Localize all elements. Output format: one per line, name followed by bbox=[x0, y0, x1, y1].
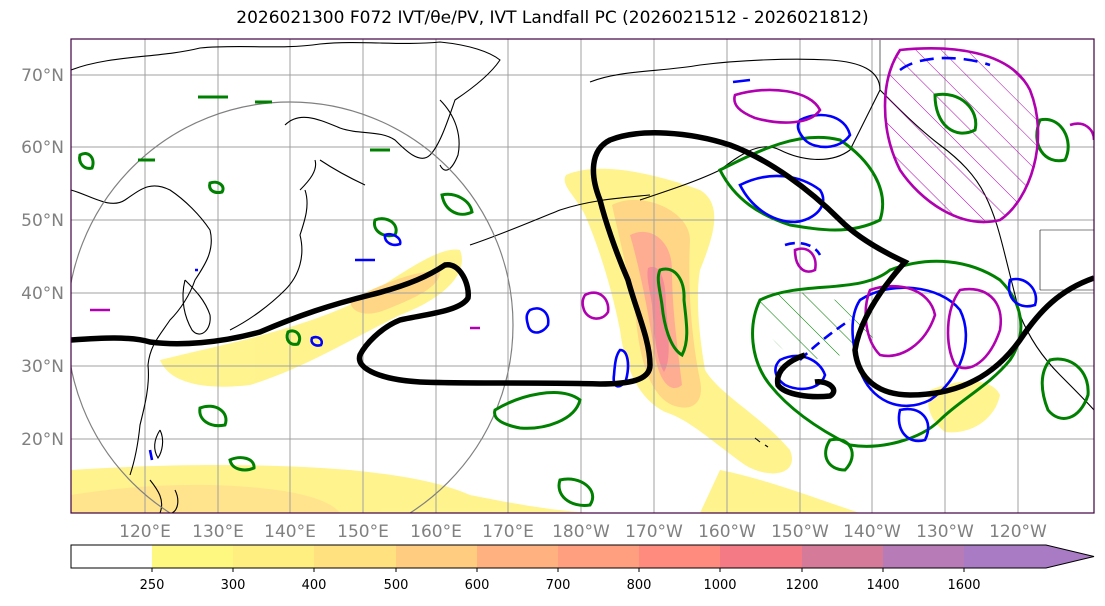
coast-korea bbox=[182, 279, 211, 335]
coast-taiwan bbox=[154, 429, 164, 460]
pv-blue-contours bbox=[148, 56, 1038, 461]
theta-e-contour bbox=[71, 130, 1094, 398]
cb-seg-4 bbox=[396, 545, 477, 568]
lat-label-60: 60°N bbox=[21, 138, 64, 158]
pc-domain-circle bbox=[71, 101, 514, 513]
cb-seg-9 bbox=[802, 545, 883, 568]
lon-label-170e: 170°E bbox=[482, 522, 534, 542]
lon-label-150w: 150°W bbox=[771, 522, 829, 542]
lon-label-160w: 160°W bbox=[698, 522, 756, 542]
cb-tick-250: 250 bbox=[140, 578, 165, 593]
coast-kamchatka bbox=[439, 99, 460, 171]
pv-hatch-east bbox=[885, 48, 1039, 222]
cb-tick-1600: 1600 bbox=[947, 578, 980, 593]
lat-label-50: 50°N bbox=[21, 211, 64, 231]
lon-label-120e: 120°E bbox=[119, 522, 171, 542]
ivt-band-southeast bbox=[700, 470, 860, 513]
lon-label-120w: 120°W bbox=[989, 522, 1047, 542]
lat-label-40: 40°N bbox=[21, 284, 64, 304]
cb-tick-1400: 1400 bbox=[866, 578, 899, 593]
lon-label-130w: 130°W bbox=[916, 522, 974, 542]
lon-label-180w: 180°W bbox=[552, 522, 610, 542]
lon-label-160e: 160°E bbox=[410, 522, 462, 542]
coast-asia-mainland bbox=[71, 185, 212, 476]
coast-kuril bbox=[319, 159, 366, 186]
cb-seg-10 bbox=[883, 545, 964, 568]
coast-asia-north bbox=[71, 41, 501, 159]
cb-seg-2 bbox=[233, 545, 314, 568]
map-title: 2026021300 F072 IVT/θe/PV, IVT Landfall … bbox=[236, 8, 869, 28]
lat-labels: 70°N 60°N 50°N 40°N 30°N 20°N bbox=[21, 66, 64, 450]
lon-label-130e: 130°E bbox=[192, 522, 244, 542]
cb-tick-400: 400 bbox=[302, 578, 327, 593]
theta-e-contour-tail bbox=[774, 352, 837, 400]
border-canada-us bbox=[879, 40, 1094, 291]
cb-seg-11 bbox=[964, 545, 1046, 568]
cb-outline bbox=[70, 544, 1095, 569]
pv-magenta-contours bbox=[90, 47, 1094, 370]
cb-seg-5 bbox=[477, 545, 558, 568]
coast-philippines bbox=[149, 479, 179, 513]
lat-label-20: 20°N bbox=[21, 430, 64, 450]
cb-tick-600: 600 bbox=[465, 578, 490, 593]
cb-tick-500: 500 bbox=[384, 578, 409, 593]
cb-extend-arrow bbox=[1046, 545, 1094, 568]
cb-seg-8 bbox=[720, 545, 802, 568]
lat-label-70: 70°N bbox=[21, 66, 64, 86]
cb-tick-700: 700 bbox=[546, 578, 571, 593]
lon-label-140e: 140°E bbox=[264, 522, 316, 542]
lon-labels: 120°E 130°E 140°E 150°E 160°E 170°E 180°… bbox=[119, 522, 1047, 542]
ivt-band-south-core bbox=[71, 484, 340, 513]
cb-seg-7 bbox=[639, 545, 720, 568]
cb-ticks bbox=[151, 568, 965, 572]
cb-seg-1 bbox=[152, 545, 233, 568]
cb-seg-3 bbox=[314, 545, 396, 568]
cb-tick-800: 800 bbox=[627, 578, 652, 593]
coast-japan bbox=[229, 159, 317, 331]
pv-hatch-green bbox=[759, 291, 880, 359]
cb-tick-300: 300 bbox=[221, 578, 246, 593]
graticule bbox=[71, 39, 1094, 513]
cb-tick-1200: 1200 bbox=[785, 578, 818, 593]
hawaii bbox=[754, 437, 769, 448]
lat-label-30: 30°N bbox=[21, 357, 64, 377]
plot-frame bbox=[70, 38, 1095, 514]
lon-label-170w: 170°W bbox=[625, 522, 683, 542]
lon-label-150e: 150°E bbox=[337, 522, 389, 542]
cb-seg-6 bbox=[558, 545, 639, 568]
colorbar: 250 300 400 500 600 700 800 1000 1200 14… bbox=[70, 544, 1095, 593]
cb-seg-0 bbox=[71, 545, 152, 568]
lon-label-140w: 140°W bbox=[843, 522, 901, 542]
cb-tick-1000: 1000 bbox=[703, 578, 736, 593]
coast-aleutians bbox=[469, 194, 651, 246]
ivt-patch-east bbox=[928, 381, 1000, 433]
